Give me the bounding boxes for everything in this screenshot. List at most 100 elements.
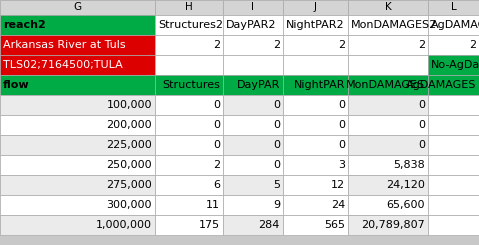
Bar (223, 175, 283, 195)
Text: 0: 0 (338, 140, 345, 150)
Bar (0, 135, 155, 155)
Bar (348, 115, 428, 135)
Bar (283, 55, 348, 75)
Bar (0, 175, 155, 195)
Bar (223, 15, 283, 35)
Bar (283, 75, 348, 95)
Bar (428, 35, 479, 55)
Bar (155, 175, 223, 195)
Text: 250,000: 250,000 (106, 160, 152, 170)
Bar (155, 15, 223, 35)
Bar (283, 155, 348, 175)
Bar (348, 215, 428, 235)
Bar (155, 115, 223, 135)
Bar (283, 115, 348, 135)
Bar (0, 35, 155, 55)
Text: Structures2: Structures2 (158, 20, 223, 30)
Text: 225,000: 225,000 (106, 140, 152, 150)
Text: 0: 0 (273, 120, 280, 130)
Text: DayPAR2: DayPAR2 (226, 20, 276, 30)
Bar (348, 155, 428, 175)
Bar (155, 135, 223, 155)
Bar (348, 75, 428, 95)
Bar (428, 155, 479, 175)
Bar (223, 0, 283, 15)
Bar (155, 55, 223, 75)
Bar (348, 35, 428, 55)
Bar (283, 135, 348, 155)
Text: NightPAR: NightPAR (294, 80, 345, 90)
Text: 565: 565 (324, 220, 345, 230)
Bar (428, 95, 479, 115)
Bar (283, 0, 348, 15)
Bar (428, 175, 479, 195)
Bar (348, 195, 428, 215)
Text: 6: 6 (213, 180, 220, 190)
Text: NightPAR2: NightPAR2 (286, 20, 344, 30)
Text: 2: 2 (418, 40, 425, 50)
Text: flow: flow (3, 80, 30, 90)
Text: 2: 2 (338, 40, 345, 50)
Text: L: L (451, 2, 456, 12)
Text: J: J (314, 2, 317, 12)
Bar (0, 15, 155, 35)
Text: 9: 9 (273, 200, 280, 210)
Text: 24: 24 (331, 200, 345, 210)
Text: I: I (251, 2, 254, 12)
Text: 3: 3 (338, 160, 345, 170)
Bar (428, 0, 479, 15)
Text: TLS02;7164500;TULA: TLS02;7164500;TULA (3, 60, 123, 70)
Bar (223, 195, 283, 215)
Bar (0, 75, 155, 95)
Text: 11: 11 (206, 200, 220, 210)
Bar (155, 155, 223, 175)
Text: 0: 0 (213, 140, 220, 150)
Bar (155, 215, 223, 235)
Text: AgDAMAGES2: AgDAMAGES2 (431, 20, 479, 30)
Text: 1,000,000: 1,000,000 (96, 220, 152, 230)
Bar (223, 215, 283, 235)
Bar (348, 175, 428, 195)
Bar (348, 0, 428, 15)
Bar (348, 95, 428, 115)
Bar (155, 195, 223, 215)
Text: reach2: reach2 (3, 20, 46, 30)
Bar (428, 135, 479, 155)
Bar (223, 135, 283, 155)
Bar (155, 0, 223, 15)
Bar (0, 115, 155, 135)
Text: 2: 2 (273, 40, 280, 50)
Bar (283, 15, 348, 35)
Text: 0: 0 (338, 120, 345, 130)
Bar (283, 215, 348, 235)
Bar (223, 55, 283, 75)
Text: 12: 12 (331, 180, 345, 190)
Text: AgDAMAGES: AgDAMAGES (406, 80, 476, 90)
Bar (348, 55, 428, 75)
Text: 284: 284 (259, 220, 280, 230)
Text: 0: 0 (418, 100, 425, 110)
Bar (283, 35, 348, 55)
Text: 0: 0 (418, 140, 425, 150)
Bar (428, 15, 479, 35)
Text: 24,120: 24,120 (386, 180, 425, 190)
Bar (348, 135, 428, 155)
Bar (0, 0, 155, 15)
Text: K: K (385, 2, 391, 12)
Text: 300,000: 300,000 (106, 200, 152, 210)
Text: 5: 5 (273, 180, 280, 190)
Bar (348, 15, 428, 35)
Text: 0: 0 (273, 160, 280, 170)
Text: 0: 0 (338, 100, 345, 110)
Text: 100,000: 100,000 (106, 100, 152, 110)
Text: 2: 2 (213, 160, 220, 170)
Text: 65,600: 65,600 (387, 200, 425, 210)
Text: MonDAMAGES2: MonDAMAGES2 (351, 20, 437, 30)
Bar (0, 155, 155, 175)
Bar (0, 215, 155, 235)
Text: DayPAR: DayPAR (237, 80, 280, 90)
Text: 2: 2 (469, 40, 476, 50)
Bar (223, 35, 283, 55)
Text: Structures: Structures (162, 80, 220, 90)
Bar (428, 115, 479, 135)
